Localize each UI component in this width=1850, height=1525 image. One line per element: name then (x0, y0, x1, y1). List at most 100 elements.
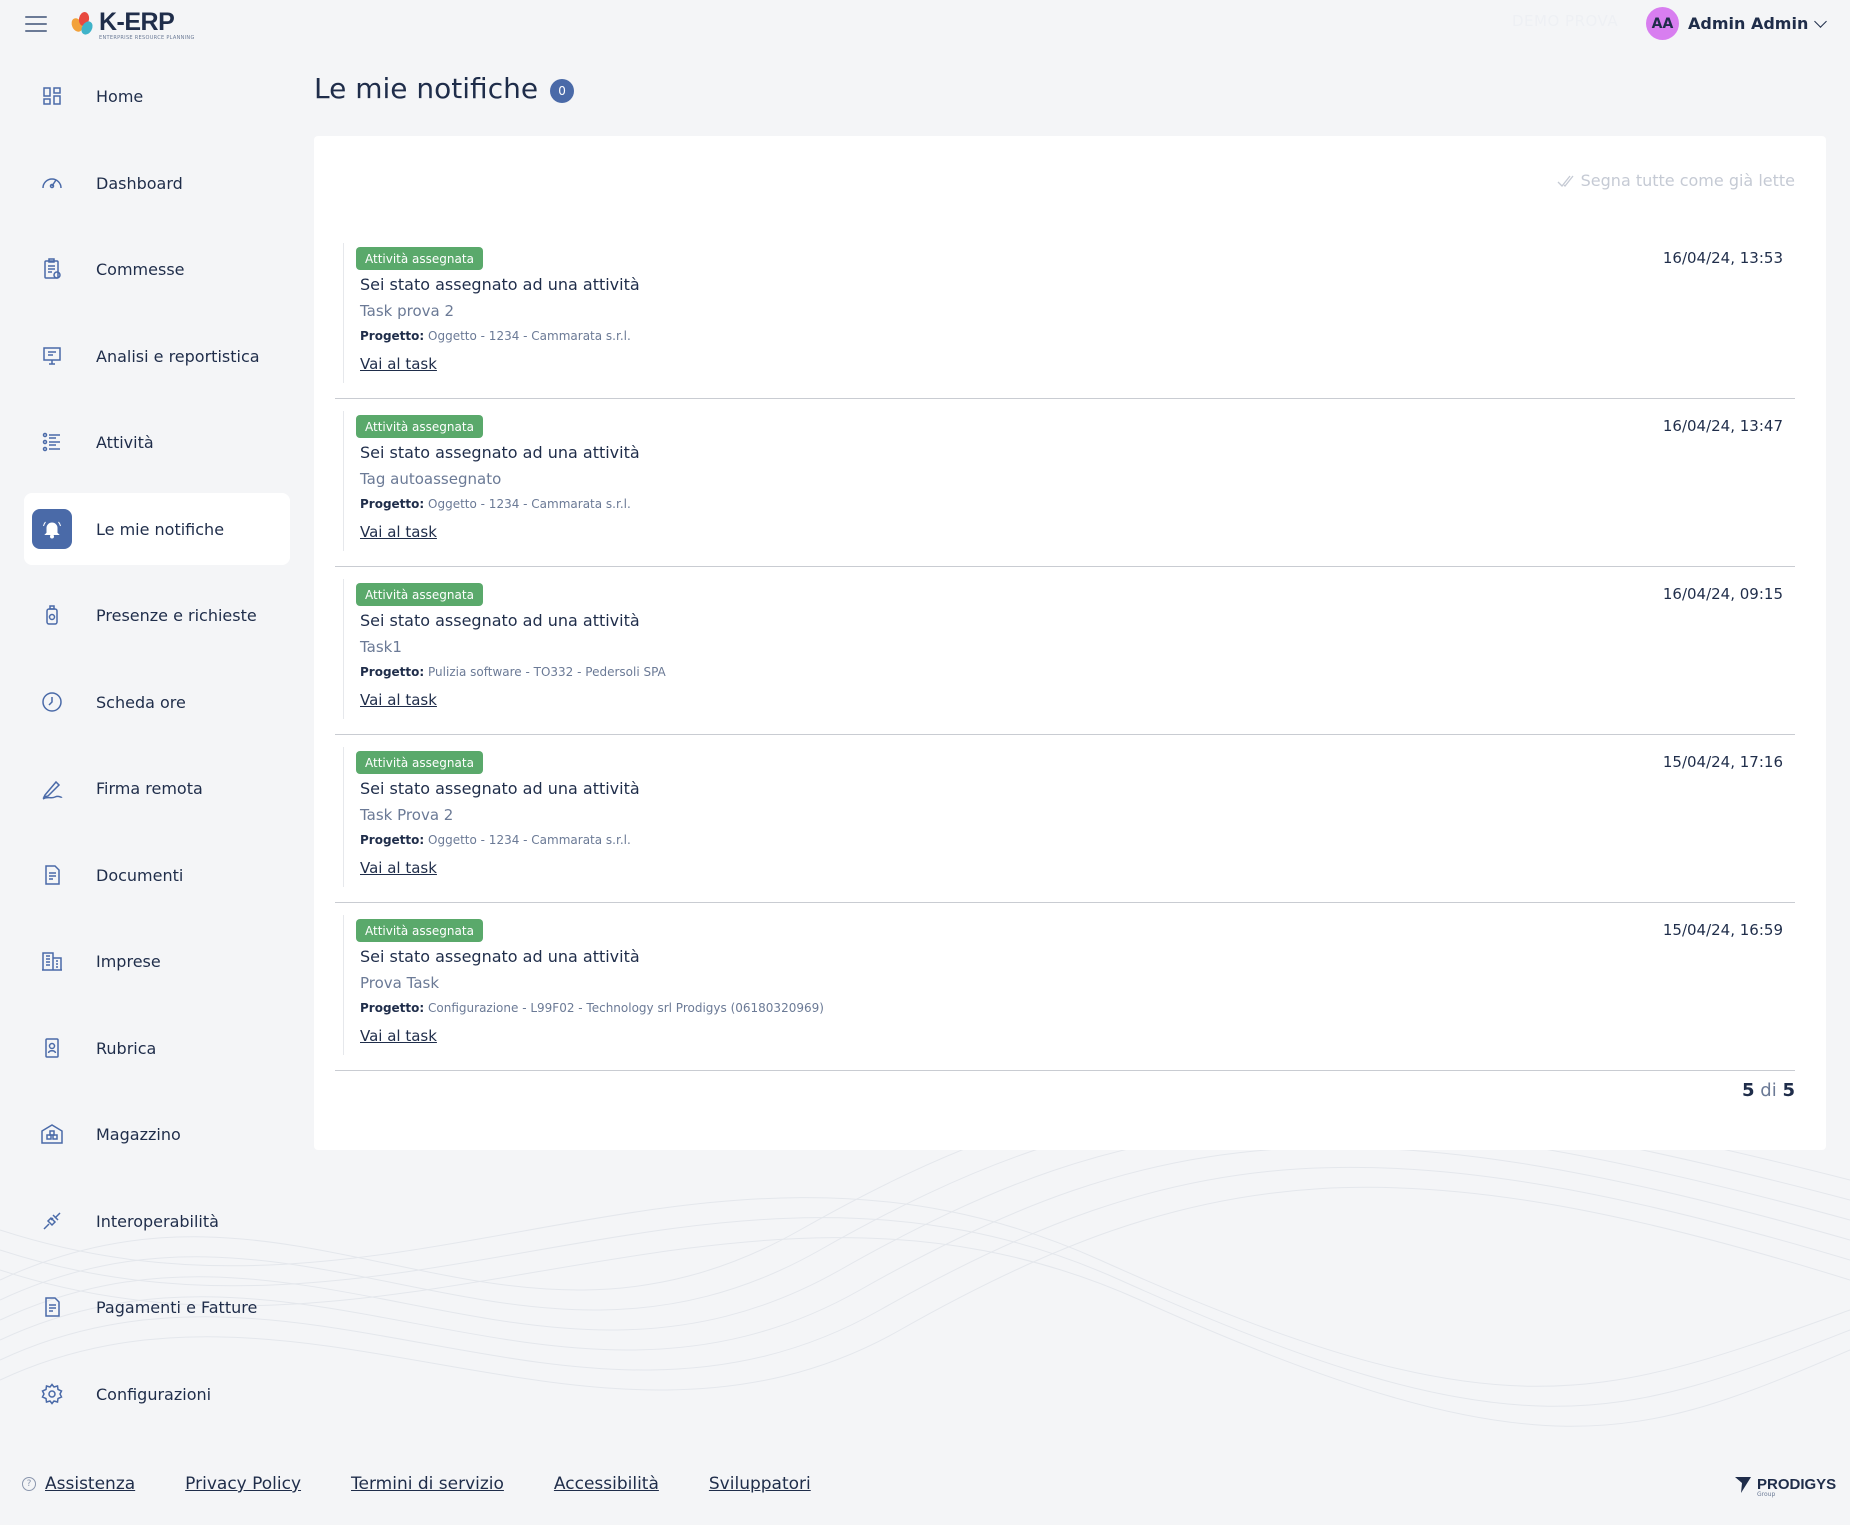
user-name: Admin Admin (1688, 14, 1809, 33)
sidebar-item-label: Le mie notifiche (96, 519, 225, 539)
footer-link-assistenza[interactable]: Assistenza (45, 1474, 136, 1494)
sidebar-item-documenti[interactable]: Documenti (24, 839, 290, 911)
sidebar-item-analisi[interactable]: Analisi e reportistica (24, 320, 290, 392)
sidebar-item-configurazioni[interactable]: Configurazioni (24, 1358, 290, 1430)
hamburger-menu-icon[interactable] (25, 16, 47, 32)
footer-link-accessibility[interactable]: Accessibilità (553, 1474, 659, 1494)
footer: ? Assistenza Privacy Policy Termini di s… (22, 1474, 861, 1494)
contacts-icon (32, 1028, 72, 1068)
notification-title: Sei stato assegnato ad una attività (360, 947, 640, 966)
pager-shown: 5 (1742, 1080, 1755, 1101)
document-icon (32, 855, 72, 895)
notification-date: 15/04/24, 16:59 (1662, 921, 1783, 939)
pen-icon (32, 768, 72, 808)
sidebar-item-scheda-ore[interactable]: Scheda ore (24, 666, 290, 738)
notification-task: Task prova 2 (360, 302, 455, 320)
project-label: Progetto: (360, 497, 425, 511)
brand-logo: PRODIGYS Group (1733, 1474, 1837, 1498)
logo-mark-icon (69, 11, 96, 37)
project-label: Progetto: (360, 329, 425, 343)
sidebar-item-label: Dashboard (96, 173, 183, 193)
grid-icon (32, 76, 72, 116)
sidebar-item-pagamenti[interactable]: Pagamenti e Fatture (24, 1271, 290, 1343)
sidebar-item-label: Interoperabilità (96, 1211, 219, 1231)
notification-marker (343, 915, 344, 1055)
footer-link-developers[interactable]: Sviluppatori (708, 1474, 811, 1494)
sidebar-item-dashboard[interactable]: Dashboard (24, 147, 290, 219)
notification-tag: Attività assegnata (356, 415, 483, 438)
project-label: Progetto: (360, 665, 425, 679)
notification-title: Sei stato assegnato ad una attività (360, 611, 640, 630)
notifications-card: Segna tutte come già lette Attività asse… (314, 136, 1826, 1150)
footer-link-privacy[interactable]: Privacy Policy (185, 1474, 302, 1494)
go-to-task-link[interactable]: Vai al task (360, 1027, 437, 1045)
footer-link-terms[interactable]: Termini di servizio (351, 1474, 504, 1494)
sidebar-item-presenze[interactable]: Presenze e richieste (24, 579, 290, 651)
project-value: Oggetto - 1234 - Cammarata s.r.l. (428, 329, 631, 343)
mark-all-read-button[interactable]: Segna tutte come già lette (1557, 171, 1795, 190)
clock-icon (32, 682, 72, 722)
notification-title: Sei stato assegnato ad una attività (360, 779, 640, 798)
warehouse-icon (32, 1114, 72, 1154)
brand-subtitle: Group (1757, 1491, 1776, 1498)
brand-name: PRODIGYS (1757, 1475, 1837, 1493)
notification-title: Sei stato assegnato ad una attività (360, 275, 640, 294)
sidebar-item-label: Imprese (96, 951, 161, 971)
mark-all-read-label: Segna tutte come già lette (1580, 171, 1795, 190)
notification-tag: Attività assegnata (356, 247, 483, 270)
notification-marker (343, 579, 344, 719)
sidebar-item-firma-remota[interactable]: Firma remota (24, 752, 290, 824)
notification-task: Task Prova 2 (360, 806, 454, 824)
logo-subtitle: ENTERPRISE RESOURCE PLANNING (99, 35, 195, 41)
sidebar-item-magazzino[interactable]: Magazzino (24, 1098, 290, 1170)
pager-of: di (1760, 1080, 1777, 1101)
logo[interactable]: K-ERP ENTERPRISE RESOURCE PLANNING (69, 8, 195, 41)
notification-item: Attività assegnata Sei stato assegnato a… (335, 399, 1795, 567)
go-to-task-link[interactable]: Vai al task (360, 691, 437, 709)
notification-tag: Attività assegnata (356, 919, 483, 942)
go-to-task-link[interactable]: Vai al task (360, 355, 437, 373)
sidebar-item-label: Attività (96, 432, 154, 452)
pager-total: 5 (1782, 1080, 1795, 1101)
notification-project: Progetto: Oggetto - 1234 - Cammarata s.r… (360, 329, 631, 343)
sidebar-item-label: Presenze e richieste (96, 605, 257, 625)
project-value: Pulizia software - TO332 - Pedersoli SPA (428, 665, 666, 679)
logo-name: K-ERP (99, 8, 175, 36)
unread-count-badge: 0 (550, 78, 575, 103)
sidebar-item-commesse[interactable]: Commesse (24, 233, 290, 305)
project-value: Configurazione - L99F02 - Technology srl… (428, 1001, 824, 1015)
sidebar-item-imprese[interactable]: Imprese (24, 925, 290, 997)
notification-marker (343, 747, 344, 887)
help-icon: ? (22, 1477, 36, 1491)
sidebar-item-label: Magazzino (96, 1124, 181, 1144)
notification-date: 16/04/24, 09:15 (1662, 585, 1783, 603)
sidebar-item-label: Documenti (96, 865, 184, 885)
project-label: Progetto: (360, 1001, 425, 1015)
sidebar-item-attivita[interactable]: Attività (24, 406, 290, 478)
notification-tag: Attività assegnata (356, 751, 483, 774)
sidebar-item-label: Home (96, 86, 144, 106)
user-menu[interactable]: AA Admin Admin (1646, 7, 1828, 40)
presentation-icon (32, 336, 72, 376)
project-value: Oggetto - 1234 - Cammarata s.r.l. (428, 833, 631, 847)
sidebar-item-rubrica[interactable]: Rubrica (24, 1012, 290, 1084)
notification-date: 16/04/24, 13:53 (1662, 249, 1783, 267)
sidebar-item-notifiche[interactable]: Le mie notifiche (24, 493, 290, 565)
list-icon (32, 422, 72, 462)
go-to-task-link[interactable]: Vai al task (360, 523, 437, 541)
sidebar-item-label: Firma remota (96, 778, 203, 798)
top-bar: K-ERP ENTERPRISE RESOURCE PLANNING DEMO … (0, 0, 1850, 48)
double-check-icon (1557, 175, 1574, 187)
project-label: Progetto: (360, 833, 425, 847)
go-to-task-link[interactable]: Vai al task (360, 859, 437, 877)
notification-marker (343, 243, 344, 383)
gear-icon (32, 1374, 72, 1414)
plug-icon (32, 1201, 72, 1241)
building-icon (32, 941, 72, 981)
sidebar-item-label: Scheda ore (96, 692, 186, 712)
notification-marker (343, 411, 344, 551)
notification-date: 16/04/24, 13:47 (1662, 417, 1783, 435)
sidebar-item-home[interactable]: Home (24, 60, 290, 132)
brand-mark-icon (1735, 1477, 1751, 1493)
sidebar-item-interoperabilita[interactable]: Interoperabilità (24, 1185, 290, 1257)
